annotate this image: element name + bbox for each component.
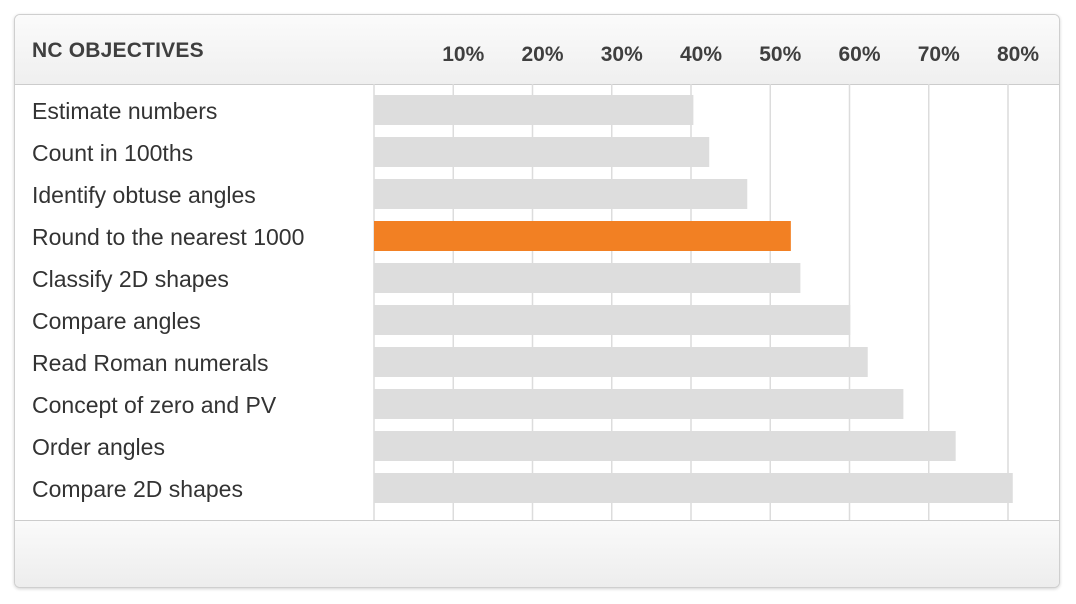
bar	[374, 305, 851, 335]
bar	[374, 473, 1013, 503]
chart-header: NC OBJECTIVES	[15, 15, 1059, 85]
x-tick-label: 50%	[759, 43, 801, 66]
x-tick-label: 40%	[680, 43, 722, 66]
bar	[374, 179, 748, 209]
bar	[374, 95, 694, 125]
bar	[374, 347, 868, 377]
x-tick-label: 30%	[601, 43, 643, 66]
x-tick-label: 60%	[838, 43, 880, 66]
category-labels: Estimate numbers Count in 100ths Identify …	[32, 98, 304, 502]
category-label: Identify obtuse angles	[32, 182, 256, 208]
bars	[374, 95, 1013, 503]
x-tick-label: 80%	[997, 43, 1039, 66]
bar	[374, 389, 904, 419]
category-label: Order angles	[32, 434, 165, 460]
x-tick-label: 10%	[442, 43, 484, 66]
bar	[374, 263, 801, 293]
bar-highlighted	[374, 221, 791, 251]
category-label: Compare 2D shapes	[32, 476, 243, 502]
category-label: Classify 2D shapes	[32, 266, 229, 292]
header-title: NC OBJECTIVES	[32, 39, 204, 62]
chart-footer	[15, 520, 1059, 587]
x-tick-label: 70%	[918, 43, 960, 66]
bar	[374, 431, 956, 461]
x-axis-ticks: 10% 20% 30% 40% 50% 60% 70% 80%	[442, 43, 1039, 66]
category-label: Count in 100ths	[32, 140, 193, 166]
category-label: Read Roman numerals	[32, 350, 269, 376]
bar	[374, 137, 710, 167]
category-label: Compare angles	[32, 308, 201, 334]
category-label: Estimate numbers	[32, 98, 217, 124]
bar-chart: 10% 20% 30% 40% 50% 60% 70% 80% Estimate number…	[32, 43, 1039, 523]
category-label: Round to the nearest 1000	[32, 224, 304, 250]
category-label: Concept of zero and PV	[32, 392, 277, 418]
chart-card: NC OBJECTIVES 10% 20% 30% 40% 50% 60% 70% 80% E…	[14, 14, 1060, 588]
x-tick-label: 20%	[521, 43, 563, 66]
